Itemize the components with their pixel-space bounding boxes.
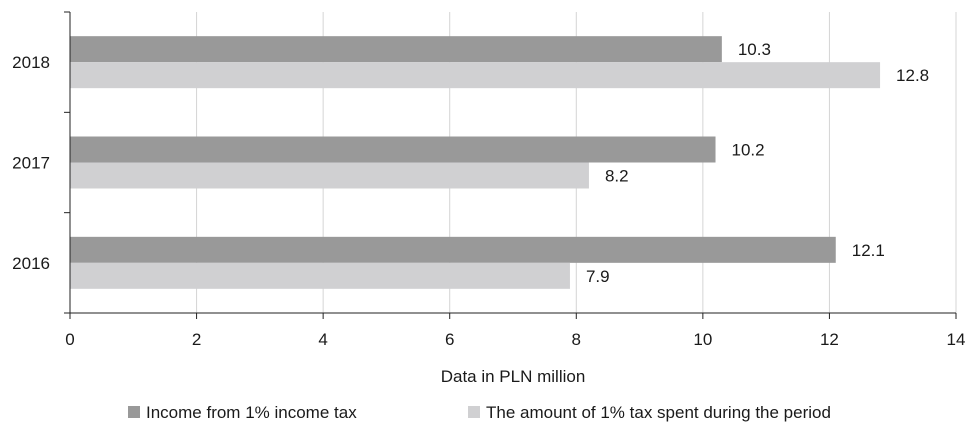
data-label-2016-series-0: 12.1: [852, 241, 885, 260]
data-label-2018-series-1: 12.8: [896, 66, 929, 85]
bar-2018-series-1: [70, 62, 881, 89]
x-tick-label-14: 14: [947, 330, 966, 349]
data-label-2017-series-1: 8.2: [605, 167, 629, 186]
data-label-2016-series-1: 7.9: [586, 267, 610, 286]
bar-2016-series-1: [70, 262, 570, 289]
x-tick-label-12: 12: [820, 330, 839, 349]
x-tick-label-0: 0: [65, 330, 74, 349]
data-label-2017-series-0: 10.2: [732, 141, 765, 160]
y-tick-label-2017: 2017: [12, 154, 50, 173]
labels: 10.3 12.8 2018 10.2 8.2 2017 12.1 7.9 2016 0 2 4 6 8 1…: [12, 40, 965, 349]
x-tick-label-10: 10: [693, 330, 712, 349]
y-tick-label-2016: 2016: [12, 254, 50, 273]
y-tick-label-2018: 2018: [12, 53, 50, 72]
x-axis-title: Data in PLN million: [441, 367, 586, 386]
legend-label-series-0: Income from 1% income tax: [146, 403, 357, 422]
bar-2016-series-0: [70, 236, 836, 263]
x-tick-label-8: 8: [572, 330, 581, 349]
bar-2017-series-0: [70, 136, 716, 163]
legend-swatch-series-1: [468, 406, 480, 418]
data-label-2018-series-0: 10.3: [738, 40, 771, 59]
x-tick-label-4: 4: [318, 330, 327, 349]
legend: Income from 1% income tax The amount of 1…: [128, 403, 831, 422]
bars: [70, 36, 881, 289]
bar-2017-series-1: [70, 162, 589, 189]
legend-label-series-1: The amount of 1% tax spent during the pe…: [486, 403, 831, 422]
legend-swatch-series-0: [128, 406, 140, 418]
x-tick-label-6: 6: [445, 330, 454, 349]
axes: [64, 11, 957, 319]
x-tick-label-2: 2: [192, 330, 201, 349]
bar-2018-series-0: [70, 36, 722, 63]
